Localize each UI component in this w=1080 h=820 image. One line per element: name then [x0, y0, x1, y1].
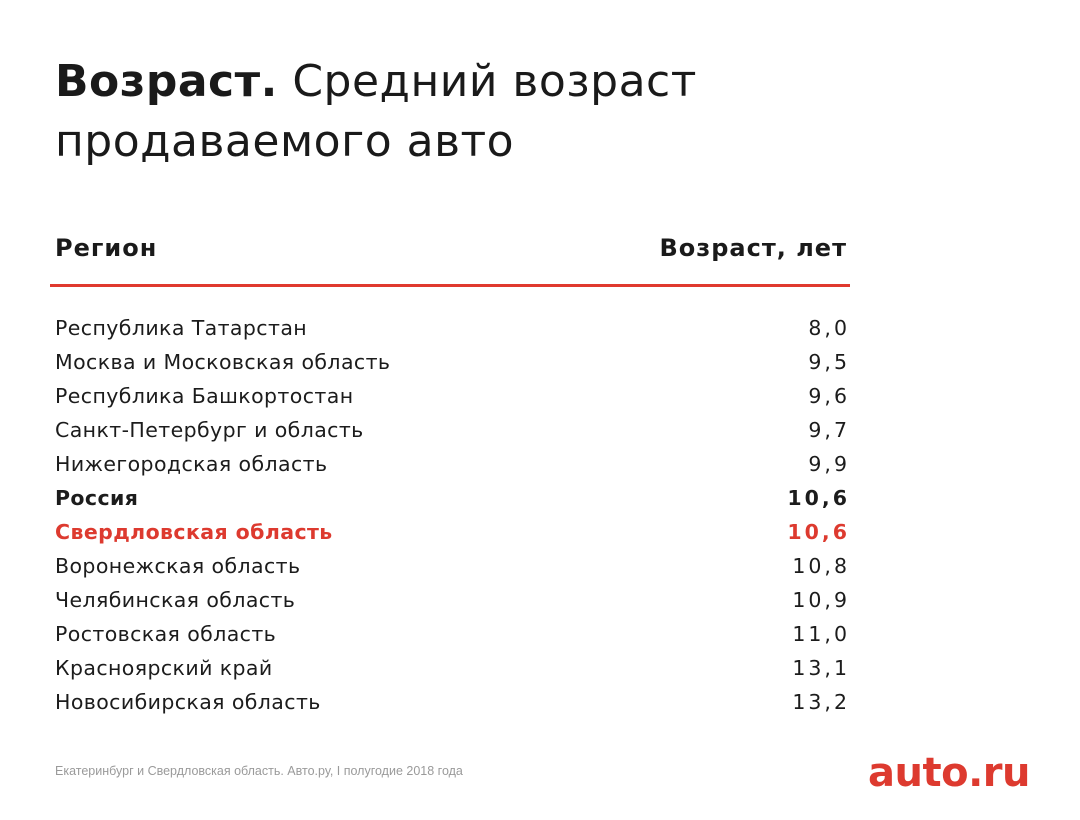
column-header-age: Возраст, лет: [659, 234, 847, 262]
region-name: Россия: [55, 486, 139, 510]
table-row: Россия 10,6: [55, 481, 847, 515]
title-line1-rest: Средний возраст: [277, 56, 697, 107]
region-name: Санкт-Петербург и область: [55, 418, 364, 442]
region-name: Новосибирская область: [55, 690, 321, 714]
table-row: Ростовская область 11,0: [55, 617, 847, 651]
title-line2: продаваемого авто: [55, 116, 515, 167]
age-value: 10,6: [787, 520, 850, 544]
region-name: Красноярский край: [55, 656, 273, 680]
table-body: Республика Татарстан 8,0 Москва и Московск…: [55, 311, 847, 719]
age-value: 9,6: [808, 384, 850, 408]
table-header-row: Регион Возраст, лет: [55, 228, 847, 268]
age-value: 10,8: [792, 554, 850, 578]
age-value: 8,0: [808, 316, 850, 340]
age-value: 13,1: [792, 656, 850, 680]
table-row: Красноярский край 13,1: [55, 651, 847, 685]
table-row: Свердловская область 10,6: [55, 515, 847, 549]
table-row: Челябинская область 10,9: [55, 583, 847, 617]
source-note: Екатеринбург и Свердловская область. Авт…: [55, 764, 463, 778]
region-name: Нижегородская область: [55, 452, 328, 476]
table-row: Республика Татарстан 8,0: [55, 311, 847, 345]
table-row: Республика Башкортостан 9,6: [55, 379, 847, 413]
title-bold: Возраст.: [55, 56, 278, 107]
auto-ru-logo: auto.ru: [868, 750, 1030, 796]
age-value: 13,2: [792, 690, 850, 714]
region-name: Москва и Московская область: [55, 350, 391, 374]
page-title: Возраст. Средний возраст продаваемого авт…: [55, 52, 955, 172]
age-value: 10,6: [787, 486, 850, 510]
age-value: 11,0: [792, 622, 850, 646]
header-divider: [50, 284, 850, 287]
region-name: Ростовская область: [55, 622, 277, 646]
age-value: 9,7: [808, 418, 850, 442]
age-value: 9,9: [808, 452, 850, 476]
table-row: Москва и Московская область 9,5: [55, 345, 847, 379]
age-value: 10,9: [792, 588, 850, 612]
region-name: Республика Татарстан: [55, 316, 308, 340]
table-row: Воронежская область 10,8: [55, 549, 847, 583]
region-name: Свердловская область: [55, 520, 333, 544]
table-row: Нижегородская область 9,9: [55, 447, 847, 481]
region-name: Республика Башкортостан: [55, 384, 354, 408]
table-header: Регион Возраст, лет: [55, 228, 847, 268]
age-value: 9,5: [808, 350, 850, 374]
table-row: Санкт-Петербург и область 9,7: [55, 413, 847, 447]
column-header-region: Регион: [55, 234, 158, 262]
region-name: Челябинская область: [55, 588, 296, 612]
region-name: Воронежская область: [55, 554, 301, 578]
table-row: Новосибирская область 13,2: [55, 685, 847, 719]
